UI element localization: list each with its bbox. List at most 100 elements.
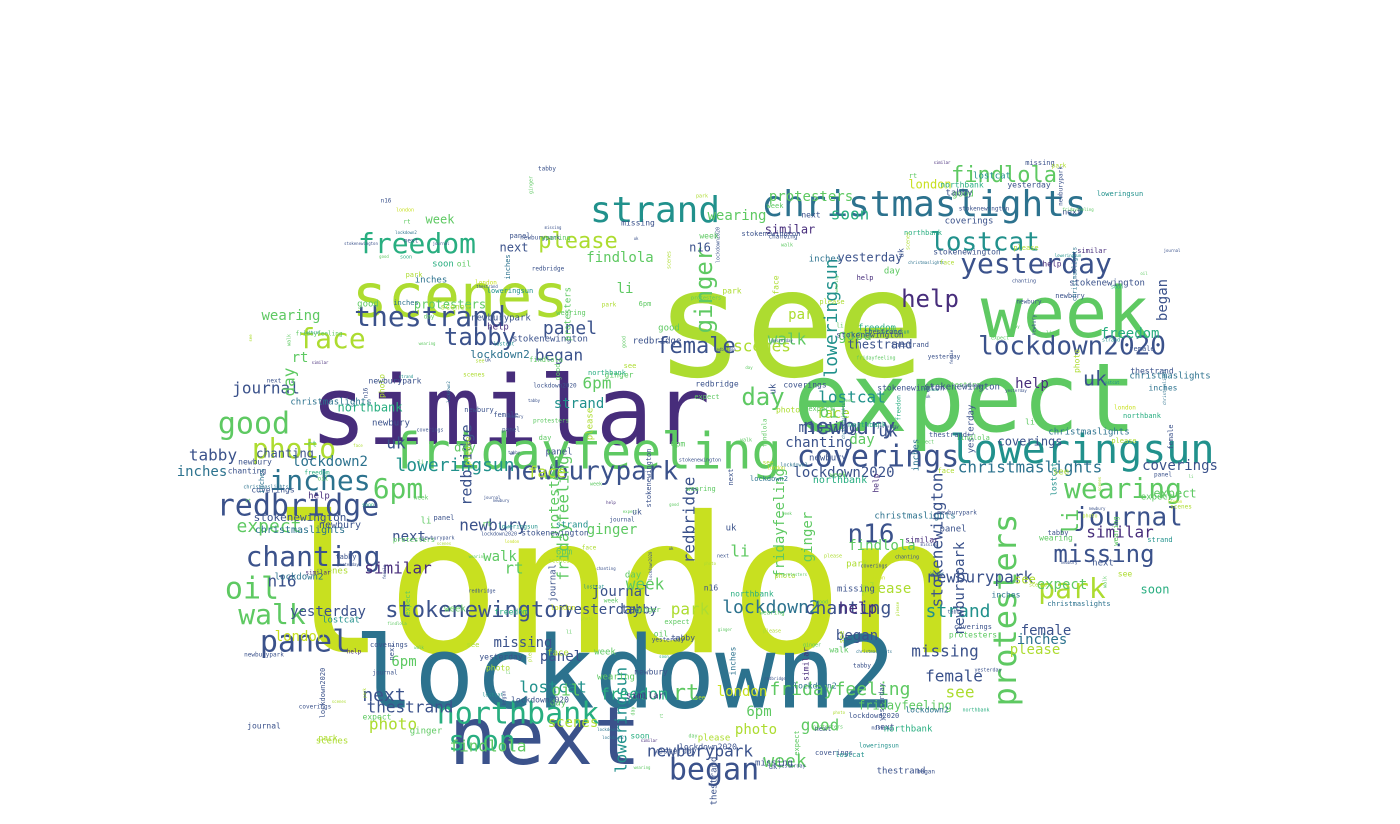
word-female-small: female — [925, 667, 983, 686]
word-oil-small: oil — [552, 681, 581, 700]
word-freedom: freedom — [358, 227, 476, 260]
word-newbury-tiny: newbury — [1055, 292, 1085, 300]
word-fridayfeeling-tiny: fridayfeeling — [296, 331, 343, 338]
word-park-tiny: park — [318, 734, 337, 743]
word-tabby-tiny: tabby — [671, 634, 695, 643]
word-face-tiny: face — [353, 443, 363, 448]
word-freedom-tiny: freedom — [858, 324, 896, 334]
word-week-tiny: week — [830, 471, 848, 479]
word-walk-tiny: walk — [740, 438, 752, 444]
word-loweringsun-tiny: loweringsun — [876, 330, 909, 336]
word-li-tiny: li — [1046, 331, 1052, 337]
word-stokenewington-tiny: stokenewington — [741, 230, 800, 238]
word-inches-tiny: inches — [912, 439, 922, 472]
word-photo-tiny: photo — [378, 374, 387, 398]
word-help-tiny: help — [347, 649, 362, 656]
word-newbury-tiny: newbury — [238, 458, 272, 467]
word-soon-tiny: soon — [362, 503, 374, 509]
word-strand-tiny: strand — [556, 521, 589, 531]
word-fridayfeeling-tiny: fridayfeeling — [1062, 207, 1094, 212]
word-help-small: help — [839, 599, 878, 618]
word-stokenewington-tiny: stokenewington — [645, 448, 653, 507]
word-day-tiny: day — [550, 699, 567, 709]
word-strand-small: strand — [925, 601, 990, 622]
word-lockdown2-tiny: lockdown2 — [395, 230, 417, 235]
word-lockdown2-tiny: lockdown2 — [597, 727, 619, 732]
word-coverings-tiny: coverings — [945, 217, 994, 227]
word-walk-tiny: walk — [829, 646, 848, 655]
word-panel-tiny: panel — [433, 514, 454, 522]
word-uk-tiny: uk — [632, 508, 642, 517]
word-newburypark-small: newburypark — [927, 568, 1033, 587]
word-northbank-tiny: northbank — [904, 229, 943, 237]
word-n16: n16 — [848, 520, 895, 550]
word-park-tiny: park — [406, 271, 424, 279]
word-christmaslights-tiny: christmaslights — [841, 402, 846, 439]
word-findlola-small: findlola — [848, 538, 915, 554]
word-good-tiny: good — [554, 364, 562, 381]
word-li-tiny: li — [418, 460, 424, 466]
word-expect-tiny: expect — [808, 405, 833, 413]
word-similar-tiny: similar — [641, 738, 658, 743]
word-stokenewington-tiny: stokenewington — [933, 248, 1001, 257]
word-northbank: northbank — [437, 697, 600, 732]
word-panel: panel — [260, 625, 350, 660]
word-lockdown2-tiny: lockdown2 — [780, 463, 807, 469]
word-tabby-tiny: tabby — [335, 553, 356, 561]
word-photo: photo — [252, 432, 336, 465]
word-thestrand: thestrand — [354, 300, 506, 333]
word-park-tiny: park — [722, 287, 741, 296]
word-scenes-tiny: scenes — [1170, 504, 1192, 511]
word-please-small: please — [861, 581, 912, 597]
word-next-tiny: next — [815, 725, 832, 733]
word-photo-tiny: photo — [774, 572, 795, 580]
word-soon-tiny: soon — [400, 255, 412, 261]
word-lockdown2-small: lockdown2 — [292, 454, 368, 470]
word-week-small: week — [426, 213, 456, 227]
word-scenes-tiny: scenes — [437, 541, 452, 546]
word-day-tiny: day — [625, 571, 642, 581]
word-lockdown2020-tiny: lockdown2020 — [648, 551, 653, 580]
word-6pm-small: 6pm — [391, 654, 416, 670]
word-redbridge-small: redbridge — [680, 477, 699, 564]
word-soon-small: soon — [831, 205, 870, 224]
word-coverings-tiny: coverings — [954, 623, 992, 631]
word-loweringsun-tiny: loweringsun — [1097, 190, 1143, 198]
word-newburypark-tiny: newburypark — [471, 314, 531, 324]
word-journal-tiny: journal — [484, 495, 501, 500]
word-lockdown2020-tiny: lockdown2020 — [511, 696, 569, 705]
word-li: li — [1059, 509, 1084, 536]
word-strand-tiny: strand — [1102, 338, 1120, 344]
word-walk-small: walk — [768, 330, 807, 349]
word-wearing-tiny: wearing — [419, 341, 436, 346]
word-northbank-tiny: northbank — [884, 725, 933, 735]
word-lostcat-tiny: lostcat — [304, 330, 321, 335]
word-lockdown2020-tiny: lockdown2020 — [533, 383, 577, 390]
word-ginger: ginger — [690, 247, 718, 334]
word-uk-tiny: uk — [897, 248, 906, 258]
word-uk: uk — [1083, 367, 1107, 391]
word-female-tiny: female — [493, 411, 518, 419]
word-good-tiny: good — [816, 600, 828, 606]
word-n16-tiny: n16 — [704, 584, 719, 593]
word-fridayfeeling-small: fridayfeeling — [554, 455, 573, 580]
word-thestrand-small: thestrand — [847, 338, 912, 352]
word-journal-small: journal — [232, 379, 299, 398]
word-stokenewington-tiny: stokenewington — [959, 206, 1010, 213]
word-week-tiny: week — [699, 232, 718, 241]
word-see-small: see — [1014, 573, 1036, 587]
word-chanting-tiny: chanting — [895, 555, 919, 561]
word-park-small: park — [788, 307, 822, 323]
word-christmaslights-tiny: christmaslights — [1162, 368, 1167, 405]
word-expect-tiny: expect — [991, 336, 1009, 342]
word-thestrand-small: thestrand — [367, 698, 454, 717]
word-fridayfeeling-small: fridayfeeling — [770, 679, 911, 700]
word-n16-small: n16 — [268, 572, 297, 591]
word-scenes-tiny: scenes — [1029, 583, 1047, 589]
word-walk-tiny: walk — [287, 334, 293, 346]
word-wearing-tiny: wearing — [556, 309, 586, 317]
word-scenes-tiny: scenes — [332, 699, 347, 704]
word-christmaslights-tiny: christmaslights — [1129, 372, 1210, 382]
word-thestrand-tiny: thestrand — [877, 767, 926, 777]
word-see-small: see — [946, 683, 975, 702]
